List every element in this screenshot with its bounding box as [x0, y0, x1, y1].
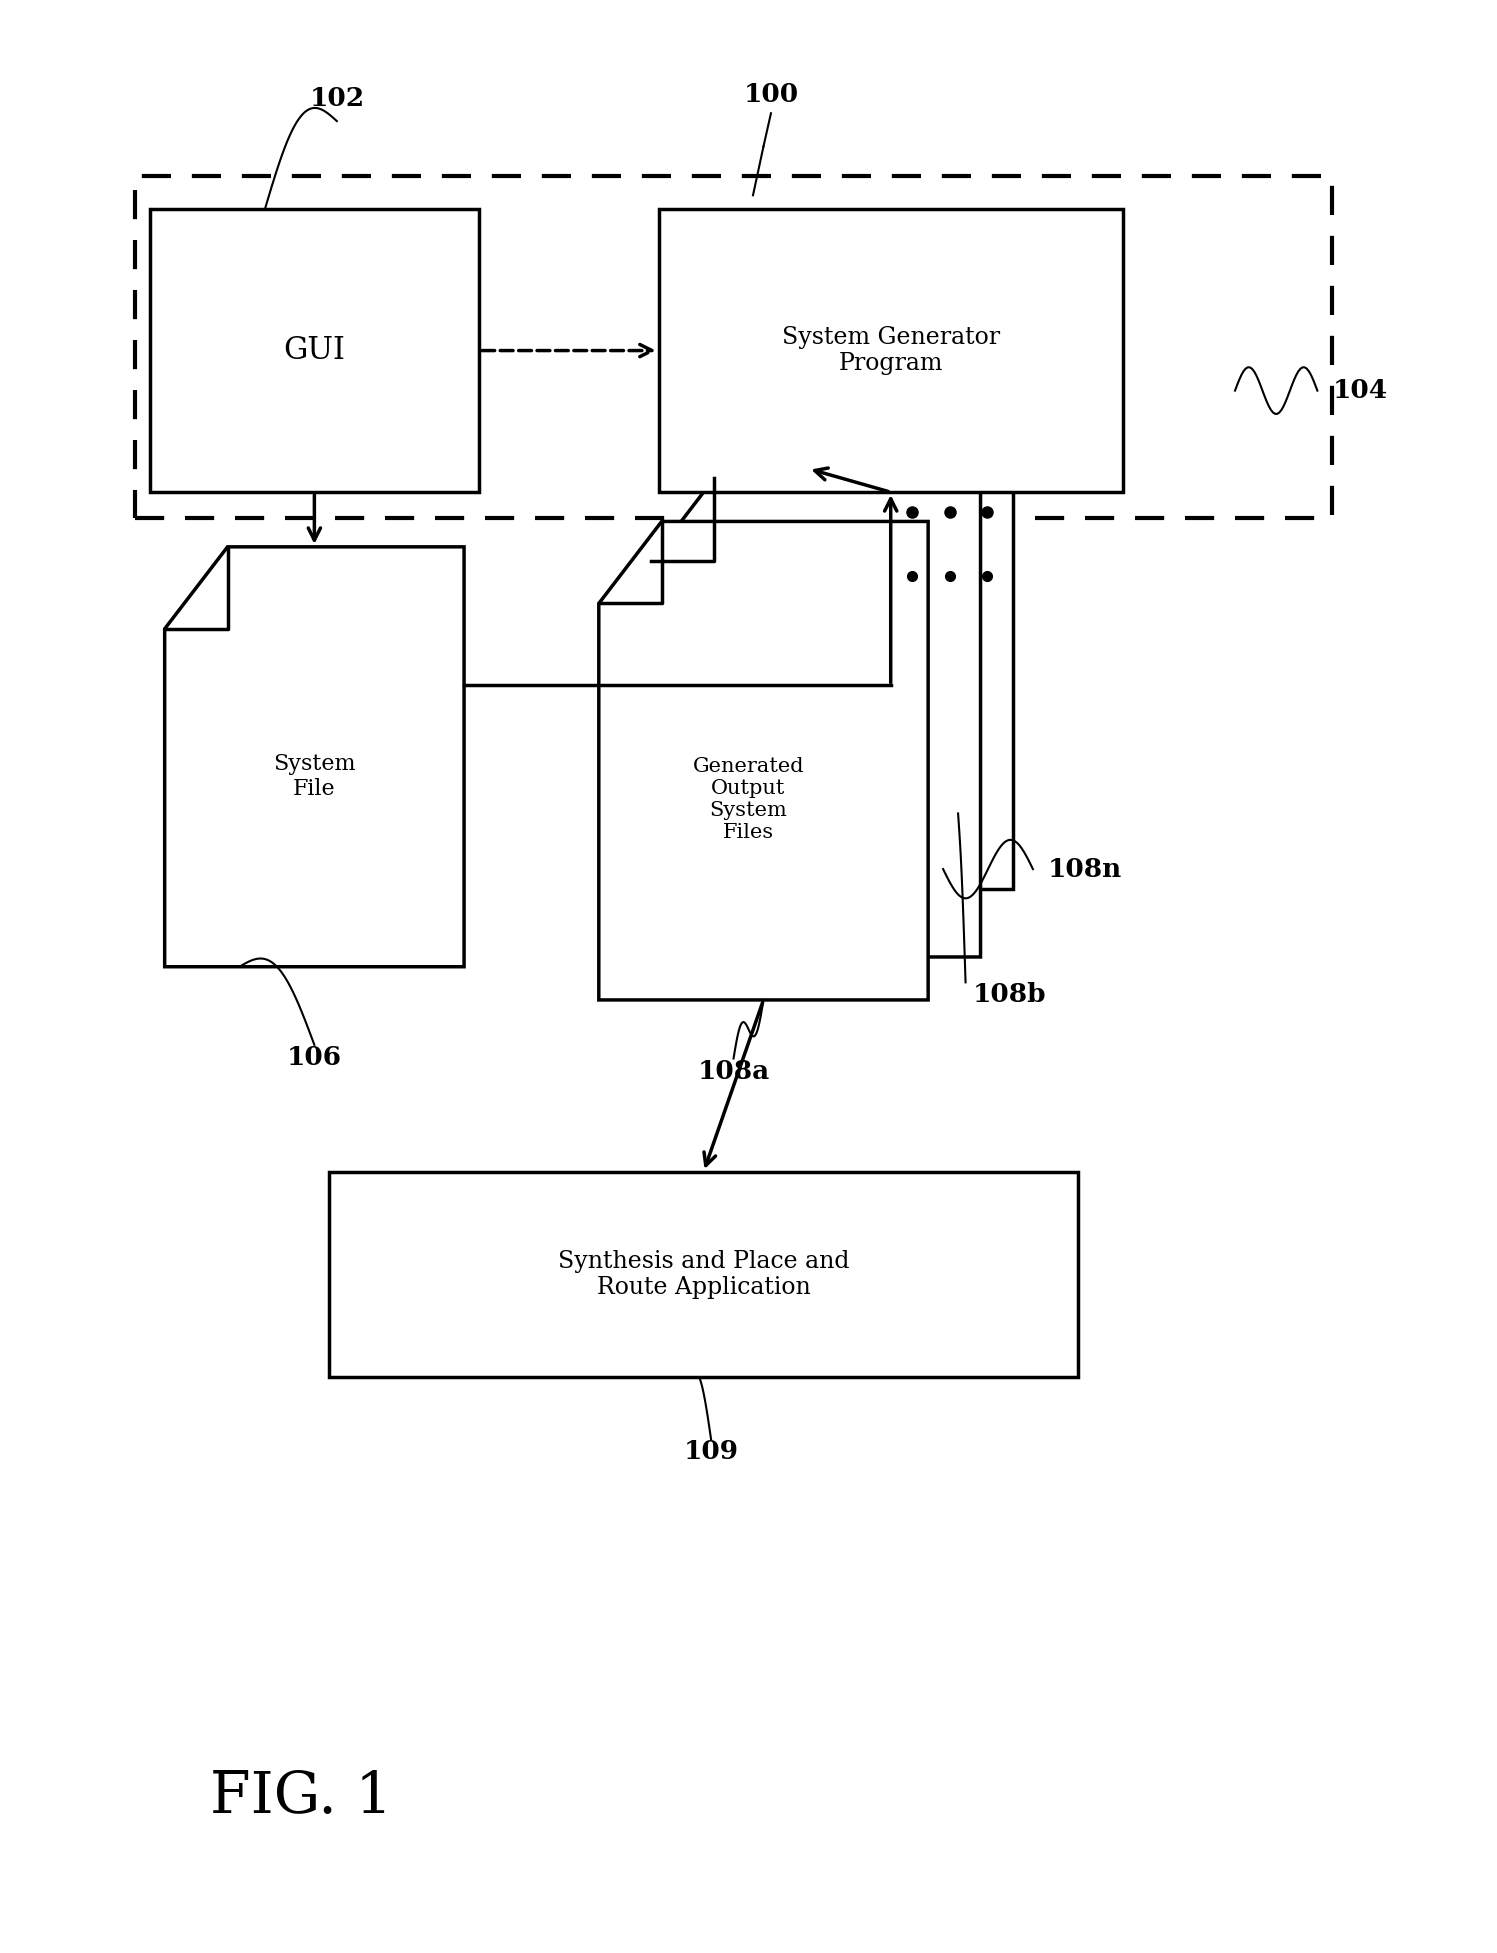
- Text: 108a: 108a: [698, 1059, 769, 1084]
- Text: 100: 100: [744, 82, 798, 107]
- Text: System Generator
Program: System Generator Program: [781, 326, 1000, 375]
- FancyBboxPatch shape: [886, 469, 1013, 889]
- Polygon shape: [651, 478, 981, 957]
- Text: 104: 104: [1332, 379, 1388, 402]
- Text: System
File: System File: [272, 752, 356, 801]
- Text: Synthesis and Place and
Route Application: Synthesis and Place and Route Applicatio…: [558, 1250, 849, 1299]
- FancyBboxPatch shape: [150, 209, 479, 492]
- FancyBboxPatch shape: [329, 1172, 1078, 1377]
- Text: 108n: 108n: [1048, 857, 1123, 881]
- Text: 102: 102: [310, 86, 364, 111]
- Polygon shape: [165, 547, 464, 967]
- Text: 106: 106: [287, 1045, 341, 1070]
- Text: FIG. 1: FIG. 1: [210, 1769, 392, 1824]
- Polygon shape: [599, 521, 928, 1000]
- Text: 108b: 108b: [973, 982, 1046, 1008]
- FancyBboxPatch shape: [659, 209, 1123, 492]
- Text: Generated
Output
System
Files: Generated Output System Files: [693, 758, 804, 842]
- Text: 109: 109: [684, 1439, 738, 1465]
- Text: GUI: GUI: [283, 336, 346, 365]
